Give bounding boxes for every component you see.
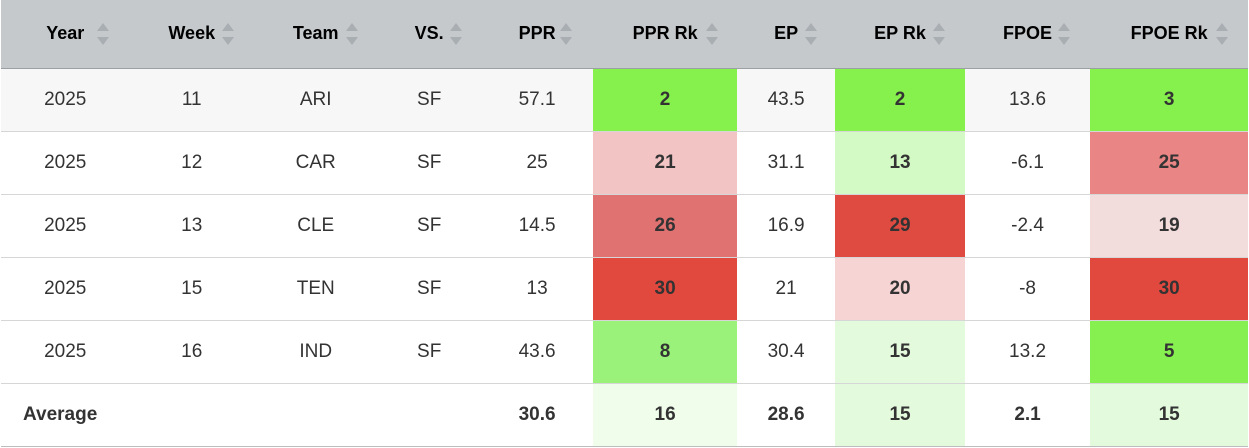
- ep-rank-cell: 13: [835, 131, 965, 195]
- fpoe-cell: -6.1: [964, 131, 1091, 195]
- ppr-rank-cell: 30: [593, 257, 737, 321]
- fpoe-cell: 13.6: [964, 68, 1091, 132]
- team-cell: CAR: [253, 131, 378, 195]
- column-label: EP Rk: [874, 23, 926, 44]
- sort-icon[interactable]: [705, 21, 718, 47]
- column-label: VS.: [414, 23, 444, 44]
- fpoe-rank-cell: 25: [1090, 131, 1248, 195]
- column-label: Week: [168, 23, 216, 44]
- avg-ep-cell: 28.6: [736, 383, 836, 447]
- ppr-rank-cell: 2: [593, 68, 737, 132]
- table-row: 2025 12 CAR SF 25 21 31.1 13 -6.1 25: [1, 131, 1248, 195]
- ep-cell: 31.1: [736, 131, 836, 195]
- fpoe-cell: -2.4: [964, 194, 1091, 258]
- year-cell: 2025: [1, 131, 130, 195]
- ppr-cell: 13: [480, 257, 594, 321]
- ep-cell: 21: [736, 257, 836, 321]
- sort-icon[interactable]: [932, 21, 945, 47]
- ep-rank-cell: 20: [835, 257, 965, 321]
- team-cell: TEN: [253, 257, 378, 321]
- column-label: Team: [292, 23, 339, 44]
- table-row: 2025 11 ARI SF 57.1 2 43.5 2 13.6 3: [1, 68, 1248, 132]
- week-cell: 15: [129, 257, 254, 321]
- column-header-ep[interactable]: EP: [736, 0, 836, 69]
- avg-ppr-cell: 30.6: [480, 383, 594, 447]
- table-row: 2025 15 TEN SF 13 30 21 20 -8 30: [1, 257, 1248, 321]
- team-cell: IND: [253, 320, 378, 384]
- fpoe-rank-cell: 19: [1090, 194, 1248, 258]
- column-header-fpoe[interactable]: FPOE: [964, 0, 1091, 69]
- column-header-vs[interactable]: VS.: [377, 0, 481, 69]
- ep-cell: 16.9: [736, 194, 836, 258]
- column-header-year[interactable]: Year: [1, 0, 130, 69]
- sort-icon[interactable]: [96, 21, 109, 47]
- sort-icon[interactable]: [449, 21, 462, 47]
- table-row: 2025 16 IND SF 43.6 8 30.4 15 13.2 5: [1, 320, 1248, 384]
- column-label: EP: [774, 23, 799, 44]
- ppr-rank-cell: 21: [593, 131, 737, 195]
- table-row: 2025 13 CLE SF 14.5 26 16.9 29 -2.4 19: [1, 194, 1248, 258]
- ppr-rank-cell: 26: [593, 194, 737, 258]
- sort-icon[interactable]: [1216, 21, 1228, 47]
- sort-icon[interactable]: [805, 21, 818, 47]
- year-cell: 2025: [1, 194, 130, 258]
- column-header-team[interactable]: Team: [253, 0, 378, 69]
- fpoe-cell: -8: [964, 257, 1091, 321]
- sort-icon[interactable]: [346, 21, 359, 47]
- avg-fpoe-rank-cell: 15: [1090, 383, 1248, 447]
- ep-rank-cell: 29: [835, 194, 965, 258]
- column-header-fpoe-rk[interactable]: FPOE Rk: [1090, 0, 1248, 69]
- week-cell: 11: [129, 68, 254, 132]
- sort-icon[interactable]: [221, 21, 234, 47]
- column-label: Year: [46, 23, 85, 44]
- avg-fpoe-cell: 2.1: [964, 383, 1091, 447]
- column-label: FPOE: [1003, 23, 1053, 44]
- ppr-rank-cell: 8: [593, 320, 737, 384]
- vs-cell: SF: [377, 257, 481, 321]
- vs-cell: SF: [377, 194, 481, 258]
- week-cell: 13: [129, 194, 254, 258]
- ppr-cell: 25: [480, 131, 594, 195]
- column-header-week[interactable]: Week: [129, 0, 254, 69]
- vs-cell: SF: [377, 131, 481, 195]
- average-row: Average 30.6 16 28.6 15 2.1 15: [1, 383, 1248, 447]
- vs-cell: SF: [377, 320, 481, 384]
- fpoe-rank-cell: 30: [1090, 257, 1248, 321]
- ep-rank-cell: 15: [835, 320, 965, 384]
- average-label: Average: [1, 383, 481, 447]
- year-cell: 2025: [1, 257, 130, 321]
- fpoe-rank-cell: 5: [1090, 320, 1248, 384]
- column-header-ppr[interactable]: PPR: [480, 0, 594, 69]
- fpoe-cell: 13.2: [964, 320, 1091, 384]
- ppr-cell: 43.6: [480, 320, 594, 384]
- team-cell: CLE: [253, 194, 378, 258]
- sort-icon[interactable]: [560, 21, 573, 47]
- year-cell: 2025: [1, 68, 130, 132]
- vs-cell: SF: [377, 68, 481, 132]
- fpoe-rank-cell: 3: [1090, 68, 1248, 132]
- ep-cell: 30.4: [736, 320, 836, 384]
- column-label: PPR Rk: [632, 23, 698, 44]
- week-cell: 12: [129, 131, 254, 195]
- year-cell: 2025: [1, 320, 130, 384]
- column-header-ep-rk[interactable]: EP Rk: [835, 0, 965, 69]
- header-row: Year Week Team VS. PPR PPR Rk EP EP Rk F…: [1, 0, 1248, 69]
- avg-ep-rank-cell: 15: [835, 383, 965, 447]
- column-label: PPR: [518, 23, 556, 44]
- sort-icon[interactable]: [1058, 21, 1071, 47]
- ppr-cell: 57.1: [480, 68, 594, 132]
- avg-ppr-rank-cell: 16: [593, 383, 737, 447]
- team-cell: ARI: [253, 68, 378, 132]
- column-header-ppr-rk[interactable]: PPR Rk: [593, 0, 737, 69]
- column-label: FPOE Rk: [1130, 23, 1208, 44]
- ppr-cell: 14.5: [480, 194, 594, 258]
- week-cell: 16: [129, 320, 254, 384]
- ep-rank-cell: 2: [835, 68, 965, 132]
- ep-cell: 43.5: [736, 68, 836, 132]
